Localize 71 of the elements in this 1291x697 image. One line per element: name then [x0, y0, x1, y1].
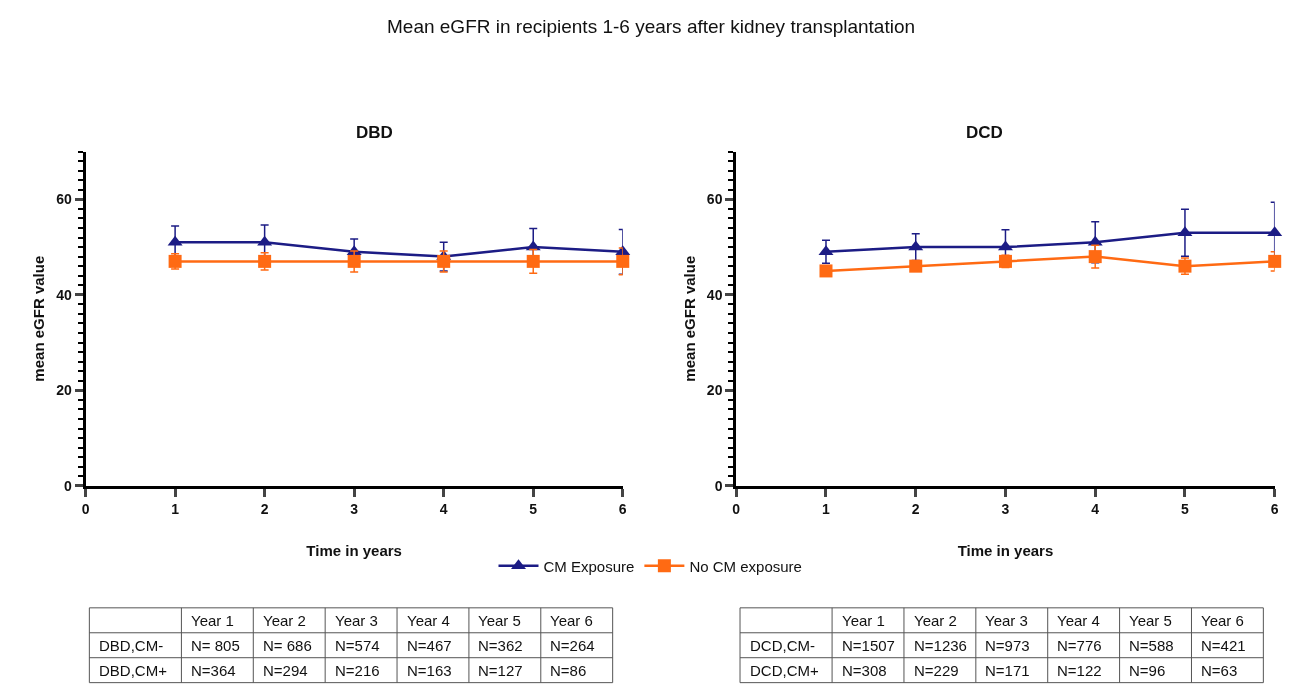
- x-tick-label: 3: [350, 500, 359, 517]
- x-axis-title: Time in years: [957, 541, 1054, 559]
- text: N=308: [842, 662, 887, 679]
- text: N=171: [985, 662, 1030, 679]
- x-tick-label: 5: [529, 500, 538, 517]
- y-tick-label: 40: [706, 286, 723, 303]
- text: N=776: [1057, 637, 1102, 654]
- y-tick-label: 20: [56, 382, 72, 399]
- y-tick-label: 60: [56, 191, 72, 208]
- text: N=1507: [842, 637, 895, 654]
- y-axis-title: mean eGFR value: [681, 255, 699, 382]
- text: N=588: [1129, 637, 1174, 654]
- text: Year 3: [335, 612, 378, 629]
- x-tick-label: 1: [822, 500, 831, 517]
- y-tick-label: 60: [706, 191, 723, 208]
- y-tick-label: 0: [63, 477, 72, 494]
- x-tick-label: 4: [439, 500, 448, 517]
- x-tick-label: 0: [732, 500, 741, 517]
- text: Year 6: [550, 612, 593, 629]
- text: N=362: [478, 637, 523, 654]
- text: Year 2: [914, 612, 957, 629]
- text: N=63: [1201, 662, 1238, 679]
- text: N=96: [1129, 662, 1166, 679]
- x-tick-label: 5: [1181, 500, 1190, 517]
- text: DCD,CM+: [750, 662, 819, 679]
- text: N=1236: [914, 637, 967, 654]
- text: Year 4: [1057, 612, 1100, 629]
- y-tick-label: 40: [56, 286, 72, 303]
- x-tick-label: 6: [618, 500, 627, 517]
- y-axis-title: mean eGFR value: [30, 255, 48, 382]
- text: DCD,CM-: [750, 637, 815, 654]
- chart-title: DBD: [356, 123, 393, 142]
- text: N=294: [263, 662, 308, 679]
- x-axis-title: Time in years: [306, 541, 402, 559]
- x-tick-label: 2: [911, 500, 920, 517]
- text: N=264: [550, 637, 595, 654]
- text: N=467: [407, 637, 452, 654]
- text: DBD,CM+: [99, 662, 168, 679]
- text: N=973: [985, 637, 1030, 654]
- text: DBD,CM-: [99, 637, 164, 654]
- text: Year 3: [985, 612, 1028, 629]
- text: Year 1: [842, 612, 885, 629]
- x-tick-label: 2: [260, 500, 269, 517]
- legend-label: CM Exposure: [543, 557, 635, 575]
- text: N= 805: [191, 637, 240, 654]
- text: Year 5: [478, 612, 521, 629]
- text: N=229: [914, 662, 959, 679]
- legend-label: No CM exposure: [689, 557, 802, 575]
- text: N=86: [550, 662, 587, 679]
- text: N=421: [1201, 637, 1246, 654]
- text: Year 4: [407, 612, 450, 629]
- text: N=122: [1057, 662, 1102, 679]
- text: N=163: [407, 662, 452, 679]
- y-tick-label: 0: [714, 477, 723, 494]
- text: Mean eGFR in recipients 1-6 years after kidney transplantation: [387, 16, 916, 37]
- x-tick-label: 0: [81, 500, 90, 517]
- x-tick-label: 6: [1270, 500, 1279, 517]
- text: Year 1: [191, 612, 234, 629]
- x-tick-label: 3: [1001, 500, 1010, 517]
- x-tick-label: 4: [1091, 500, 1100, 517]
- text: Year 5: [1129, 612, 1172, 629]
- x-tick-label: 1: [171, 500, 180, 517]
- text: Year 2: [263, 612, 306, 629]
- text: N=364: [191, 662, 236, 679]
- text: N=216: [335, 662, 380, 679]
- text: N= 686: [263, 637, 312, 654]
- text: Year 6: [1201, 612, 1244, 629]
- text: N=127: [478, 662, 523, 679]
- chart-title: DCD: [966, 123, 1003, 142]
- y-tick-label: 20: [706, 382, 723, 399]
- text: N=574: [335, 637, 380, 654]
